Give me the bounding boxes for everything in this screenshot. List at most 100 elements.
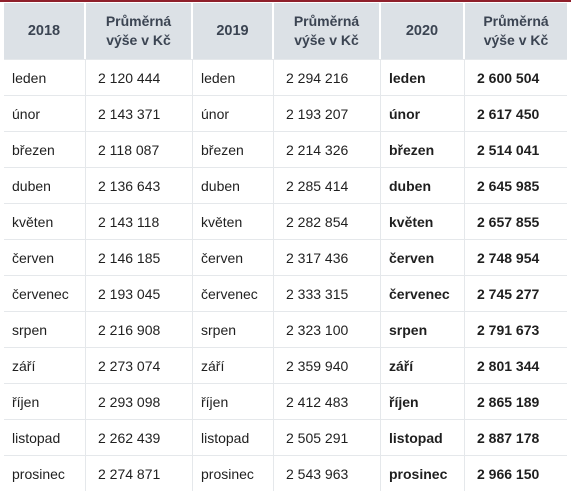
value-2019-cell: 2 317 436 [274, 239, 381, 275]
value-2020-cell: 2 887 178 [465, 419, 567, 455]
month-2018-cell: červen [4, 239, 86, 275]
header-2019: 2019 [193, 3, 274, 59]
header-2018: 2018 [4, 3, 86, 59]
month-2020-cell: červenec [381, 275, 465, 311]
value-2020-cell: 2 617 450 [465, 95, 567, 131]
month-2018-cell: říjen [4, 383, 86, 419]
value-2020-cell: 2 645 985 [465, 167, 567, 203]
value-2018-cell: 2 293 098 [86, 383, 193, 419]
table-row: leden 2 120 444 leden 2 294 216 leden 2 600 5… [4, 59, 567, 95]
month-2018-cell: září [4, 347, 86, 383]
header-2020: 2020 [381, 3, 465, 59]
month-2020-cell: leden [381, 59, 465, 95]
header-avg-line2: výše v Kč [294, 32, 359, 48]
salary-table: 2018 Průměrná výše v Kč 2019 Průměrná vý… [4, 3, 567, 491]
header-avg-2019: Průměrná výše v Kč [274, 3, 381, 59]
value-2019-cell: 2 294 216 [274, 59, 381, 95]
month-2018-cell: květen [4, 203, 86, 239]
month-2019-cell: srpen [193, 311, 274, 347]
value-2018-cell: 2 136 643 [86, 167, 193, 203]
month-2020-cell: září [381, 347, 465, 383]
month-2019-cell: červenec [193, 275, 274, 311]
value-2019-cell: 2 412 483 [274, 383, 381, 419]
value-2018-cell: 2 193 045 [86, 275, 193, 311]
header-avg-line1: Průměrná [105, 13, 172, 29]
month-2019-cell: únor [193, 95, 274, 131]
value-2018-cell: 2 216 908 [86, 311, 193, 347]
value-2019-cell: 2 333 315 [274, 275, 381, 311]
month-2018-cell: listopad [4, 419, 86, 455]
month-2019-cell: duben [193, 167, 274, 203]
value-2019-cell: 2 282 854 [274, 203, 381, 239]
table-row: červenec 2 193 045 červenec 2 333 315 červen… [4, 275, 567, 311]
month-2020-cell: prosinec [381, 455, 465, 491]
value-2019-cell: 2 359 940 [274, 347, 381, 383]
value-2019-cell: 2 505 291 [274, 419, 381, 455]
header-avg-2018: Průměrná výše v Kč [86, 3, 193, 59]
month-2020-cell: květen [381, 203, 465, 239]
value-2020-cell: 2 791 673 [465, 311, 567, 347]
value-2020-cell: 2 745 277 [465, 275, 567, 311]
value-2018-cell: 2 146 185 [86, 239, 193, 275]
month-2019-cell: září [193, 347, 274, 383]
month-2018-cell: duben [4, 167, 86, 203]
month-2018-cell: únor [4, 95, 86, 131]
month-2019-cell: říjen [193, 383, 274, 419]
table-row: duben 2 136 643 duben 2 285 414 duben 2 645 9… [4, 167, 567, 203]
month-2019-cell: leden [193, 59, 274, 95]
value-2020-cell: 2 748 954 [465, 239, 567, 275]
month-2019-cell: listopad [193, 419, 274, 455]
table-row: únor 2 143 371 únor 2 193 207 únor 2 617 450 [4, 95, 567, 131]
header-avg-line2: výše v Kč [483, 32, 549, 48]
value-2020-cell: 2 801 344 [465, 347, 567, 383]
month-2020-cell: červen [381, 239, 465, 275]
month-2020-cell: duben [381, 167, 465, 203]
header-avg-2020: Průměrná výše v Kč [465, 3, 567, 59]
value-2019-cell: 2 323 100 [274, 311, 381, 347]
month-2020-cell: únor [381, 95, 465, 131]
table-row: srpen 2 216 908 srpen 2 323 100 srpen 2 791 6… [4, 311, 567, 347]
value-2020-cell: 2 657 855 [465, 203, 567, 239]
table-row: březen 2 118 087 březen 2 214 326 březen 2 51… [4, 131, 567, 167]
month-2018-cell: březen [4, 131, 86, 167]
top-accent-line [0, 0, 571, 2]
value-2020-cell: 2 600 504 [465, 59, 567, 95]
value-2018-cell: 2 273 074 [86, 347, 193, 383]
month-2019-cell: prosinec [193, 455, 274, 491]
header-avg-line2: výše v Kč [106, 32, 171, 48]
month-2018-cell: červenec [4, 275, 86, 311]
month-2020-cell: říjen [381, 383, 465, 419]
month-2018-cell: srpen [4, 311, 86, 347]
table-row: září 2 273 074 září 2 359 940 září 2 801 344 [4, 347, 567, 383]
value-2020-cell: 2 514 041 [465, 131, 567, 167]
value-2020-cell: 2 865 189 [465, 383, 567, 419]
header-row: 2018 Průměrná výše v Kč 2019 Průměrná vý… [4, 3, 567, 59]
value-2018-cell: 2 262 439 [86, 419, 193, 455]
table-row: červen 2 146 185 červen 2 317 436 červen 2 74… [4, 239, 567, 275]
month-2020-cell: listopad [381, 419, 465, 455]
month-2019-cell: březen [193, 131, 274, 167]
value-2018-cell: 2 143 118 [86, 203, 193, 239]
value-2018-cell: 2 118 087 [86, 131, 193, 167]
value-2019-cell: 2 214 326 [274, 131, 381, 167]
table-body: leden 2 120 444 leden 2 294 216 leden 2 600 5… [4, 59, 567, 491]
header-avg-line1: Průměrná [483, 13, 549, 29]
month-2018-cell: leden [4, 59, 86, 95]
month-2018-cell: prosinec [4, 455, 86, 491]
month-2019-cell: červen [193, 239, 274, 275]
header-avg-line1: Průměrná [293, 13, 360, 29]
value-2018-cell: 2 143 371 [86, 95, 193, 131]
table-row: prosinec 2 274 871 prosinec 2 543 963 prosin… [4, 455, 567, 491]
value-2018-cell: 2 274 871 [86, 455, 193, 491]
table-row: listopad 2 262 439 listopad 2 505 291 listop… [4, 419, 567, 455]
month-2020-cell: březen [381, 131, 465, 167]
month-2020-cell: srpen [381, 311, 465, 347]
value-2019-cell: 2 193 207 [274, 95, 381, 131]
table-row: květen 2 143 118 květen 2 282 854 květen 2 65… [4, 203, 567, 239]
table-row: říjen 2 293 098 říjen 2 412 483 říjen 2 865 1… [4, 383, 567, 419]
value-2018-cell: 2 120 444 [86, 59, 193, 95]
value-2020-cell: 2 966 150 [465, 455, 567, 491]
value-2019-cell: 2 285 414 [274, 167, 381, 203]
value-2019-cell: 2 543 963 [274, 455, 381, 491]
